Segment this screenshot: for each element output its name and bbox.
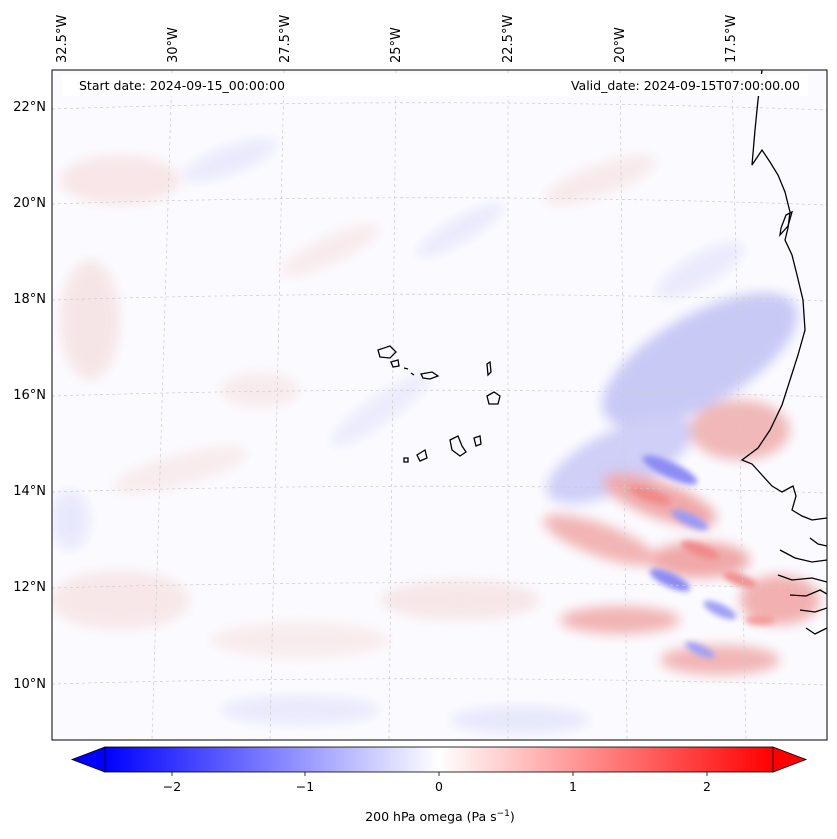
start-date-label: Start date: 2024-09-15_00:00:00	[79, 78, 285, 93]
colorbar-title-main: 200 hPa omega (Pa s	[365, 809, 496, 824]
lat-label: 10°N	[13, 677, 46, 692]
lon-label: 25°W	[389, 27, 404, 63]
lat-label: 18°N	[13, 292, 46, 307]
lat-label: 12°N	[13, 580, 46, 595]
valid-date-label: Valid_date: 2024-09-15T07:00:00.00	[571, 78, 800, 93]
colorbar-max-extend	[772, 746, 808, 773]
lat-label: 22°N	[13, 100, 46, 115]
lon-label: 17.5°W	[724, 15, 739, 63]
lat-label: 20°N	[13, 196, 46, 211]
lon-label: 32.5°W	[55, 15, 70, 63]
info-box	[62, 74, 808, 96]
colorbar-title: 200 hPa omega (Pa s−1)	[365, 809, 515, 824]
colorbar: −2 −1 0 1 2 200 hPa omega (Pa s−1)	[70, 746, 808, 824]
lon-label: 30°W	[166, 27, 181, 63]
colorbar-tick-label: 2	[703, 779, 711, 794]
colorbar-min-extend	[70, 746, 106, 773]
map-frame	[51, 69, 828, 741]
colorbar-tick-label: 0	[435, 779, 443, 794]
omega-field	[52, 70, 827, 740]
coastline	[740, 70, 827, 635]
graticule	[52, 70, 827, 740]
colorbar-tick-label: −1	[296, 779, 314, 794]
lon-label: 20°W	[613, 27, 628, 63]
colorbar-title-unit-exponent: −1	[497, 809, 510, 819]
lon-label: 27.5°W	[278, 15, 293, 63]
map-panel: Start date: 2024-09-15_00:00:00 Valid_da…	[51, 69, 828, 741]
lon-label: 22.5°W	[501, 15, 516, 63]
longitude-labels: 32.5°W 30°W 27.5°W 25°W 22.5°W 20°W 17.5…	[55, 15, 739, 63]
colorbar-title-close: )	[510, 809, 515, 824]
lat-label: 16°N	[13, 388, 46, 403]
colorbar-tick-label: −2	[163, 779, 181, 794]
cape-verde-islands	[377, 345, 501, 463]
lat-label: 14°N	[13, 484, 46, 499]
colorbar-tick-label: 1	[569, 779, 577, 794]
colorbar-body	[104, 746, 774, 773]
latitude-labels: 22°N 20°N 18°N 16°N 14°N 12°N 10°N	[13, 100, 46, 692]
